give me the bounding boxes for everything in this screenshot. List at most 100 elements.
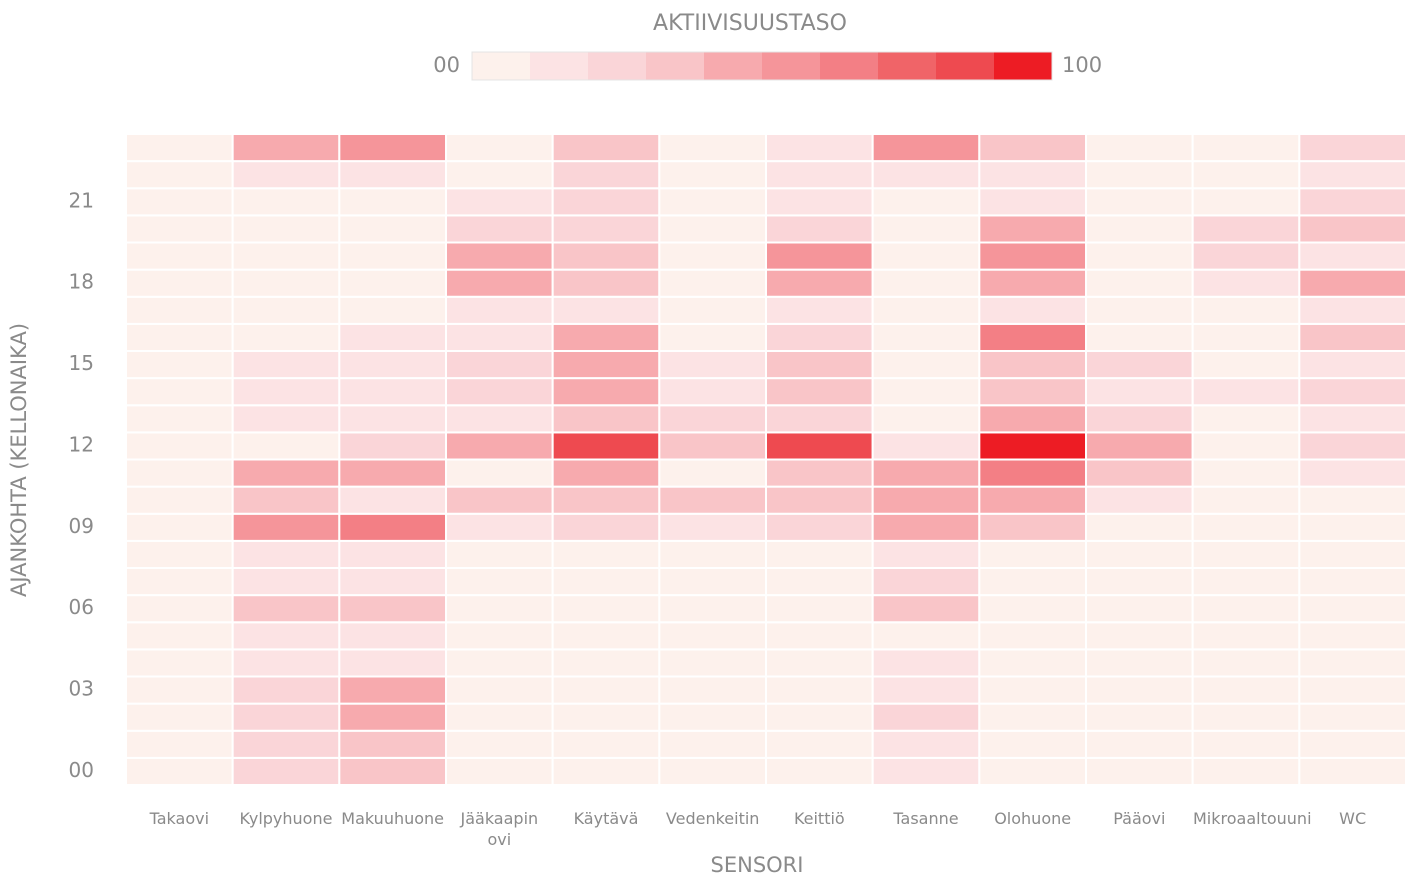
y-tick-label: 03 [69, 677, 94, 701]
heatmap-cell [445, 729, 554, 759]
heatmap-cell [1191, 322, 1301, 352]
heatmap-cell [871, 648, 981, 678]
heatmap-cell [551, 350, 661, 380]
heatmap-cell [231, 295, 341, 325]
heatmap-cell [445, 187, 554, 217]
heatmap-cell [551, 295, 661, 325]
heatmap-cell [1085, 539, 1194, 569]
heatmap-cell [978, 675, 1087, 705]
heatmap-cell [871, 377, 981, 407]
heatmap-cell [338, 404, 448, 434]
heatmap-cell [551, 485, 661, 515]
heatmap-cell [551, 648, 661, 678]
x-tick-label: WC [1339, 809, 1367, 828]
heatmap-cell [1298, 702, 1408, 732]
heatmap-cell [1298, 431, 1408, 461]
heatmap-cell [658, 214, 767, 244]
heatmap-cell [445, 756, 554, 786]
heatmap-cell [1298, 350, 1408, 380]
heatmap-cell [338, 431, 448, 461]
heatmap-cell [765, 350, 874, 380]
heatmap-cell [1085, 458, 1194, 488]
heatmap-cell [231, 377, 341, 407]
x-tick-label: Kylpyhuone [239, 809, 333, 828]
heatmap-cell [765, 377, 874, 407]
heatmap-cell [231, 160, 341, 190]
heatmap-cell [338, 295, 448, 325]
heatmap-cell [1191, 675, 1301, 705]
heatmap-cell [1085, 621, 1194, 651]
heatmap-cell [231, 594, 341, 624]
heatmap-cell [551, 322, 661, 352]
heatmap-cell [1085, 404, 1194, 434]
heatmap-cell [231, 539, 341, 569]
heatmap-cell [551, 539, 661, 569]
heatmap-cell [765, 458, 874, 488]
heatmap-cell [871, 756, 981, 786]
heatmap-cell [1191, 377, 1301, 407]
heatmap-cell [445, 160, 554, 190]
heatmap-cell [125, 160, 234, 190]
heatmap-cell [658, 702, 767, 732]
heatmap-cell [765, 160, 874, 190]
heatmap-cell [1191, 160, 1301, 190]
heatmap-cell [1191, 187, 1301, 217]
heatmap-cell [338, 350, 448, 380]
heatmap-cell [1298, 567, 1408, 597]
heatmap-cell [231, 133, 341, 163]
heatmap-cell [765, 539, 874, 569]
heatmap-cell [871, 160, 981, 190]
heatmap-cell [445, 350, 554, 380]
heatmap-cell [658, 458, 767, 488]
heatmap-cell [125, 458, 234, 488]
heatmap-cell [1298, 268, 1408, 298]
heatmap-cell [445, 512, 554, 542]
heatmap-cell [978, 756, 1087, 786]
colorbar-swatch [936, 52, 994, 80]
heatmap-cell [125, 350, 234, 380]
heatmap-cell [1085, 594, 1194, 624]
heatmap-cell [231, 729, 341, 759]
y-axis-label: AJANKOHTA (KELLONAIKA) [7, 323, 31, 597]
heatmap-cell [1191, 702, 1301, 732]
heatmap-cell [871, 675, 981, 705]
heatmap-cell [1298, 539, 1408, 569]
heatmap-cell [338, 268, 448, 298]
heatmap-cell [338, 485, 448, 515]
heatmap-cell [765, 187, 874, 217]
heatmap-cell [231, 567, 341, 597]
heatmap-cell [125, 187, 234, 217]
heatmap-cell [445, 485, 554, 515]
heatmap-cell [125, 268, 234, 298]
heatmap-cell [978, 648, 1087, 678]
y-tick-label: 09 [69, 514, 94, 538]
heatmap-cell [445, 539, 554, 569]
heatmap-cell [338, 756, 448, 786]
heatmap-cell [1085, 322, 1194, 352]
heatmap-cell [338, 458, 448, 488]
heatmap-cell [231, 214, 341, 244]
colorbar-title: AKTIIVISUUSTASO [653, 11, 847, 36]
y-tick-label: 21 [69, 188, 94, 212]
heatmap-cell [551, 268, 661, 298]
heatmap-cell [871, 214, 981, 244]
x-tick-label: Jääkaapin ovi [460, 809, 539, 849]
heatmap-cell [338, 702, 448, 732]
heatmap-cell [1191, 594, 1301, 624]
colorbar-swatch [646, 52, 704, 80]
heatmap-cell [445, 431, 554, 461]
heatmap-cell [871, 729, 981, 759]
heatmap-cell [978, 404, 1087, 434]
heatmap-cell [871, 594, 981, 624]
colorbar-border [471, 51, 1053, 81]
heatmap-cell [978, 160, 1087, 190]
heatmap-cell [658, 756, 767, 786]
heatmap-cell [978, 702, 1087, 732]
heatmap-cell [1298, 621, 1408, 651]
heatmap-cell [445, 322, 554, 352]
heatmap-cell [1298, 295, 1408, 325]
colorbar-swatch [994, 52, 1052, 80]
heatmap-cell [231, 268, 341, 298]
heatmap-cell [125, 295, 234, 325]
heatmap-cell [765, 404, 874, 434]
